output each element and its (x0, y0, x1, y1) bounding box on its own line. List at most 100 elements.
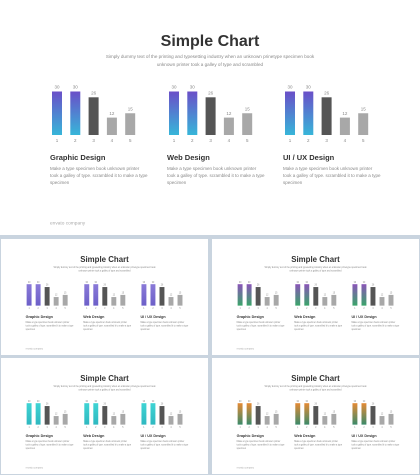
panel-heading: Web Design (294, 434, 316, 438)
category-label: 1 (297, 308, 299, 310)
panel-description: specimen (294, 329, 304, 331)
footer: envato company (26, 467, 44, 470)
value-label: 30 (28, 401, 31, 403)
panel-description: Make a type specimen book unknown printe… (140, 321, 184, 324)
bar (52, 91, 62, 135)
slide-thumb[interactable]: Simple Chart Simply dummy text of the pri… (212, 358, 419, 474)
panel-heading: UI / UX Design (351, 315, 377, 319)
category-label: 5 (390, 427, 392, 429)
panel-description: took a galley of type. scrambled it to m… (26, 443, 75, 446)
bar (246, 403, 252, 425)
panel-heading: UI / UX Design (283, 153, 335, 162)
footer: envato company (237, 467, 255, 470)
slide-subtitle: Simply dummy text of the printing and ty… (53, 385, 156, 388)
slide-main: Simple Chart Simply dummy text of the pri… (0, 0, 420, 235)
slide-title: Simple Chart (291, 255, 340, 264)
category-label: 2 (307, 138, 310, 143)
bar (150, 403, 156, 425)
bar (358, 113, 369, 135)
value-label: 12 (266, 295, 269, 297)
value-label: 30 (143, 401, 146, 403)
category-label: 1 (56, 138, 59, 143)
bar (177, 294, 183, 306)
category-label: 2 (191, 138, 194, 143)
value-label: 26 (315, 404, 318, 406)
category-label: 1 (354, 427, 356, 429)
category-label: 3 (47, 308, 49, 310)
panel-description: specimen (140, 329, 150, 331)
value-label: 26 (372, 404, 375, 406)
panel-heading: UI / UX Design (140, 315, 166, 319)
bar (352, 403, 358, 425)
category-label: 2 (152, 427, 154, 429)
bar (295, 284, 301, 306)
category-label: 5 (179, 427, 181, 429)
slide-thumb[interactable]: Simple Chart Simply dummy text of the pri… (212, 239, 419, 355)
footer: envato company (50, 220, 86, 226)
value-label: 15 (64, 412, 67, 414)
slide-thumb[interactable]: Simple Chart Simply dummy text of the pri… (1, 239, 208, 355)
value-label: 30 (171, 85, 177, 90)
slide-subtitle: unknown printer took a galley of type an… (78, 270, 131, 273)
category-label: 2 (306, 427, 308, 429)
bar (26, 284, 32, 306)
bar (264, 416, 270, 425)
bar (273, 294, 279, 306)
value-label: 30 (363, 282, 366, 284)
value-label: 30 (306, 85, 312, 90)
category-label: 5 (179, 308, 181, 310)
category-label: 3 (325, 138, 328, 143)
slide-thumb[interactable]: Simple Chart Simply dummy text of the pri… (1, 358, 208, 474)
panel-description: took a galley of type. scrambled it to m… (351, 443, 400, 446)
bar (159, 406, 165, 425)
value-label: 26 (161, 285, 164, 287)
panel-heading: UI / UX Design (351, 434, 377, 438)
value-label: 30 (143, 282, 146, 284)
category-label: 2 (363, 308, 365, 310)
value-label: 30 (306, 282, 309, 284)
panel-description: took a galley of type. scrambled it to m… (26, 324, 75, 327)
value-label: 30 (95, 282, 98, 284)
category-label: 3 (92, 138, 95, 143)
bar (125, 113, 136, 135)
panel-heading: Graphic Design (50, 153, 106, 162)
bar (159, 287, 165, 306)
bar (141, 403, 147, 425)
value-label: 12 (381, 414, 384, 416)
category-label: 3 (209, 138, 212, 143)
category-label: 4 (113, 427, 115, 429)
bar (223, 117, 234, 135)
bar (242, 113, 253, 135)
category-label: 3 (258, 427, 260, 429)
panel-heading: Web Design (83, 434, 105, 438)
panel-heading: Graphic Design (26, 434, 54, 438)
value-label: 12 (113, 295, 116, 297)
value-label: 15 (361, 106, 367, 111)
bar (379, 297, 385, 306)
value-label: 26 (372, 285, 375, 287)
value-label: 12 (324, 295, 327, 297)
value-label: 15 (275, 293, 278, 295)
value-label: 26 (257, 404, 260, 406)
bar (339, 117, 350, 135)
category-label: 3 (104, 308, 106, 310)
slide-title: Simple Chart (291, 374, 340, 383)
value-label: 15 (179, 412, 182, 414)
bar (120, 413, 126, 425)
bar (205, 97, 216, 135)
panel-description: took a galley of type. scrambled it to m… (351, 324, 400, 327)
footer: envato company (237, 348, 255, 351)
category-label: 3 (104, 427, 106, 429)
bar (295, 403, 301, 425)
panel-description: took a galley of type. scrambled it to m… (283, 173, 381, 178)
slide-subtitle: unknown printer took a galley of type an… (289, 270, 342, 273)
panel-heading: Web Design (83, 315, 105, 319)
panel-description: specimen (351, 448, 361, 450)
bar (168, 297, 174, 306)
value-label: 26 (46, 285, 49, 287)
value-label: 30 (37, 282, 40, 284)
category-label: 1 (28, 308, 30, 310)
category-label: 4 (170, 427, 172, 429)
bar (111, 297, 117, 306)
bar (285, 91, 295, 135)
